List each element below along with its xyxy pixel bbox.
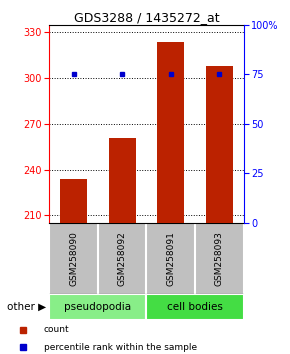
Text: GSM258090: GSM258090 xyxy=(69,231,78,286)
Text: cell bodies: cell bodies xyxy=(167,302,223,312)
Bar xyxy=(146,294,244,320)
Text: GSM258091: GSM258091 xyxy=(166,231,175,286)
Bar xyxy=(109,138,135,223)
Bar xyxy=(157,41,184,223)
Text: GSM258092: GSM258092 xyxy=(118,231,127,286)
Text: count: count xyxy=(44,325,69,334)
Text: other ▶: other ▶ xyxy=(7,302,46,312)
Text: GSM258093: GSM258093 xyxy=(215,231,224,286)
Text: pseudopodia: pseudopodia xyxy=(64,302,131,312)
Bar xyxy=(60,179,87,223)
Text: percentile rank within the sample: percentile rank within the sample xyxy=(44,343,197,352)
Bar xyxy=(206,66,233,223)
Bar xyxy=(49,294,146,320)
Title: GDS3288 / 1435272_at: GDS3288 / 1435272_at xyxy=(74,11,219,24)
